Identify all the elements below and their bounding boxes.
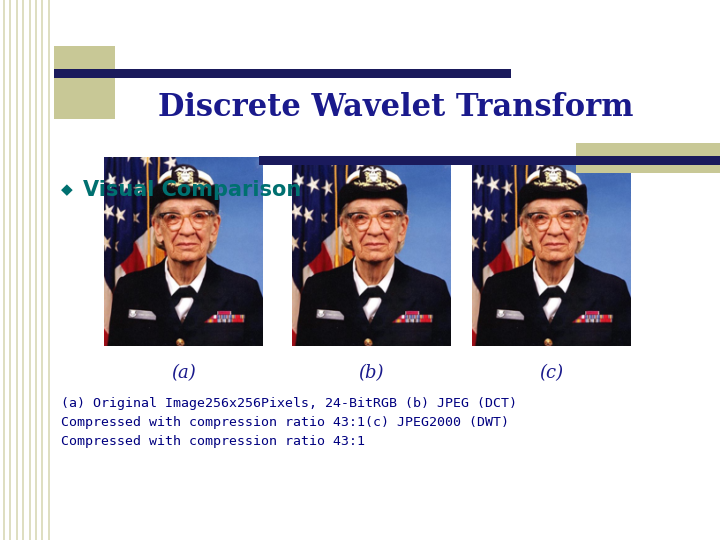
- Text: Visual Comparison: Visual Comparison: [83, 180, 301, 200]
- Text: (c): (c): [539, 363, 563, 382]
- Text: ◆: ◆: [61, 183, 73, 198]
- Text: Discrete Wavelet Transform: Discrete Wavelet Transform: [158, 92, 634, 124]
- Text: (a): (a): [171, 363, 196, 382]
- Text: (b): (b): [358, 363, 384, 382]
- Text: (a) Original Image256x256Pixels, 24-BitRGB (b) JPEG (DCT)
Compressed with compre: (a) Original Image256x256Pixels, 24-BitR…: [61, 397, 517, 448]
